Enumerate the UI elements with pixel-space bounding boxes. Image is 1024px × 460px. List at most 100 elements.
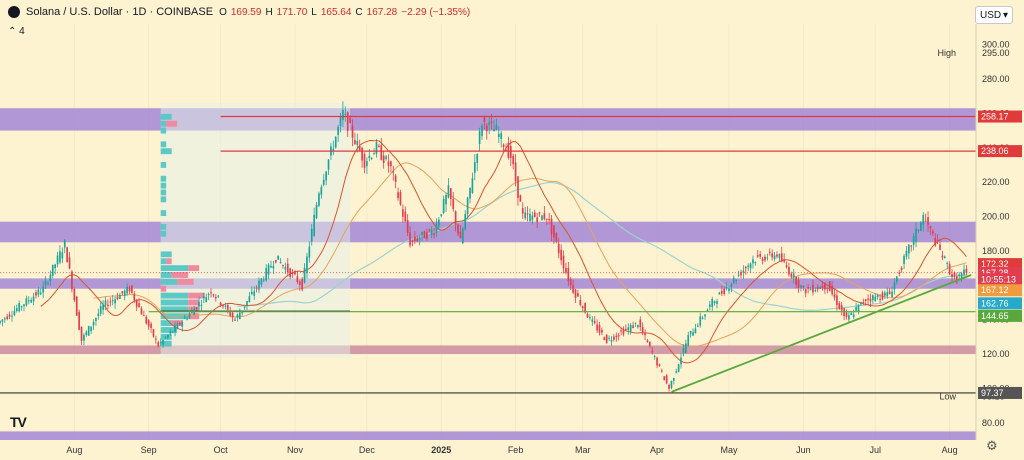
candle-body [529,213,531,221]
candle-body [629,324,632,332]
candle-body [277,255,280,260]
candle-body [773,255,776,259]
candle-body [310,228,313,242]
volume-profile-bar [160,258,167,265]
candle-body [332,148,335,151]
candle-body [764,256,766,261]
candle-body [807,287,809,289]
candle-body [49,274,52,282]
candle-body [198,302,200,307]
volume-profile-bar [160,120,167,127]
candle-body [195,307,198,310]
candle-body [337,126,339,135]
gear-icon[interactable]: ⚙ [986,438,998,453]
candle-body [334,136,337,148]
ohlc-values: O 169.59 H 171.70 L 165.64 C 167.28 −2.29 (−… [219,7,470,18]
candle-body [581,306,584,309]
candle-body [893,282,896,290]
candle-body [500,133,503,139]
candle-body [742,270,745,273]
indicators-toggle[interactable]: ⌃ 4 [8,26,25,37]
candle-body [493,129,495,132]
candle-body [934,238,937,246]
candle-body [593,321,596,324]
candle-body [92,322,95,326]
x-tick-label: May [720,445,738,455]
candle-body [545,218,548,220]
ohlc-change-value: −2.29 (−1.35%) [401,6,471,18]
candle-body [428,229,431,231]
candle-body [87,326,90,336]
volume-profile-bar [160,251,172,258]
candle-body [214,297,217,299]
candle-body [517,176,519,198]
volume-profile-bar [160,113,172,120]
candle-body [646,340,649,343]
candle-body [411,240,414,242]
candle-body [884,292,886,296]
candle-body [188,313,191,318]
candle-body [426,232,428,239]
candle-body [279,262,282,264]
candle-body [488,121,491,126]
price-zone [0,431,976,440]
candle-body [313,214,315,236]
candle-body [737,274,740,276]
candle-body [951,274,953,278]
candle-body [56,255,59,265]
x-tick-label: Aug [66,445,82,455]
candle-body [692,332,694,336]
candle-body [35,292,37,296]
candle-body [171,331,174,333]
volume-profile-bar [160,182,167,189]
candle-body [229,311,232,316]
candle-body [318,193,320,206]
chevron-up-icon: ⌃ [8,26,17,37]
candle-body [689,330,692,334]
candle-body [855,307,857,311]
candle-body [47,282,49,284]
candle-body [8,314,11,317]
candle-body [668,384,670,389]
candle-body [927,216,929,225]
candle-body [466,197,469,215]
currency-selector[interactable]: USD ▾ [975,6,1013,24]
candle-body [205,297,208,303]
candle-body [497,133,500,138]
price-axis-badge-label: 144.65 [981,311,1009,321]
candle-body [495,124,498,130]
candle-body [701,317,704,319]
candle-body [344,113,347,115]
candle-body [3,318,6,320]
candle-body [226,304,229,310]
volume-profile-bar [160,148,172,155]
candle-body [202,296,205,298]
candle-body [637,325,639,328]
candle-body [80,326,83,341]
candle-body [325,171,327,181]
candle-body [572,285,574,293]
price-axis-badge [978,386,1022,399]
price-axis-badge-label: 172.32 [981,259,1009,269]
symbol-title[interactable]: Solana / U.S. Dollar · 1D · COINBASE [26,6,214,18]
candle-body [409,232,411,246]
price-axis-badge [978,110,1022,123]
candle-body [253,291,256,296]
candle-body [255,287,258,289]
moving-average-line [40,139,967,364]
candle-body [308,246,311,258]
candle-body [771,253,774,258]
candle-body [634,322,637,324]
candle-body [713,301,716,304]
candle-body [548,218,550,221]
candle-body [423,231,426,239]
price-zone [0,345,976,355]
candle-body [768,251,771,253]
candle-body [270,265,272,268]
candle-body [800,285,802,288]
candle-body [243,306,246,308]
chart-header: Solana / U.S. Dollar · 1D · COINBASE O 16… [0,0,983,24]
candle-body [262,279,265,281]
candle-body [761,258,764,261]
